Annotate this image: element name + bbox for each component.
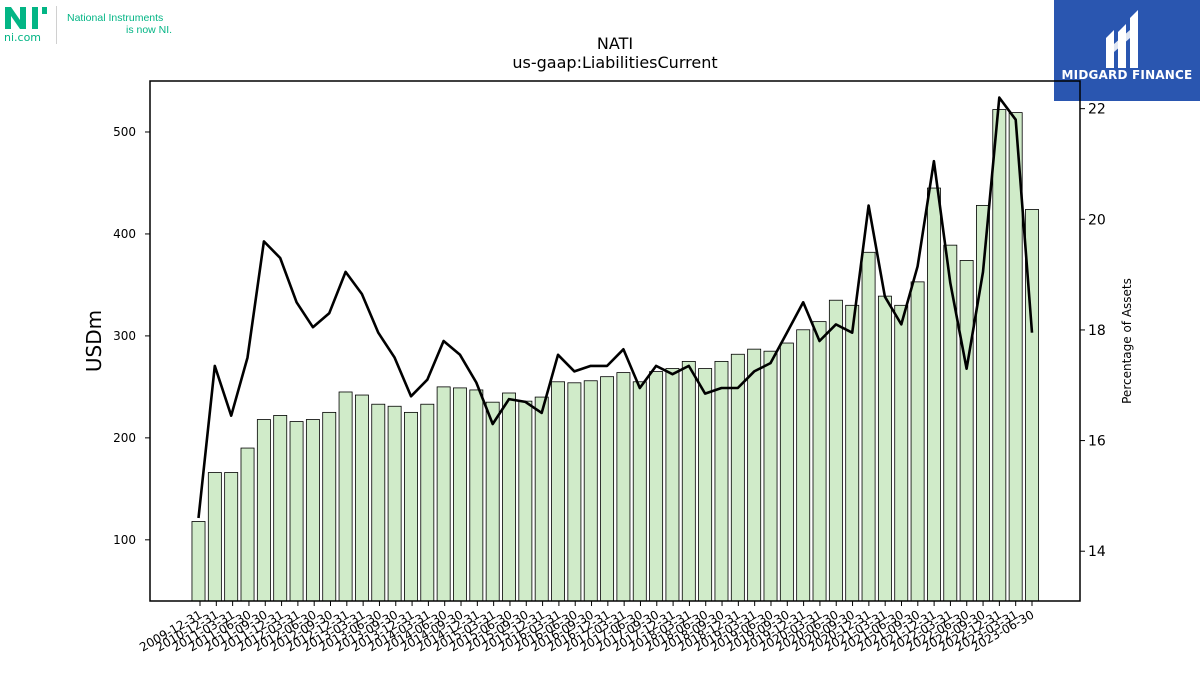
- bar: [436, 386, 451, 602]
- logo-divider: [56, 6, 57, 44]
- midgard-finance-logo[interactable]: MIDGARD FINANCE: [1054, 0, 1200, 101]
- bar: [371, 403, 386, 602]
- y-tick-label: 300: [113, 329, 136, 343]
- ni-logo[interactable]: ni.com National Instruments is now NI.: [4, 4, 194, 46]
- bar: [665, 368, 680, 602]
- y-axis-right-label: Percentage of Assets: [1120, 278, 1134, 404]
- ni-logo-text: ni.com: [4, 31, 42, 44]
- bar: [534, 396, 549, 602]
- y-axis-left: 100 200 300 400 500: [113, 125, 150, 547]
- bar: [551, 381, 565, 602]
- bar: [305, 419, 320, 602]
- midgard-finance-logo-text: MIDGARD FINANCE: [1061, 68, 1193, 82]
- plot-frame: [149, 80, 1081, 602]
- bar: [714, 360, 729, 602]
- bar: [600, 376, 615, 602]
- bar: [649, 371, 664, 602]
- bar: [518, 400, 533, 602]
- chart-title: NATI: [597, 34, 633, 53]
- bar: [191, 521, 206, 602]
- bar: [387, 405, 402, 602]
- y-right-tick-label: 20: [1088, 212, 1106, 228]
- bar: [567, 382, 582, 602]
- bar: [943, 244, 958, 602]
- y-right-tick-label: 22: [1088, 102, 1106, 118]
- bar: [616, 372, 631, 602]
- bar: [256, 419, 271, 602]
- y-right-tick-label: 18: [1088, 323, 1106, 339]
- bar: [224, 472, 239, 602]
- bar: [632, 381, 647, 602]
- x-axis: 2009-12-312010-12-312011-03-312011-06-30…: [137, 601, 1037, 654]
- midgard-finance-mark-icon: [1106, 10, 1138, 68]
- y-right-tick-label: 14: [1088, 544, 1106, 560]
- bar: [894, 304, 909, 602]
- bar: [861, 251, 876, 602]
- bar: [273, 415, 288, 602]
- ni-tagline-line2: is now NI.: [126, 24, 173, 36]
- bar: [485, 401, 500, 602]
- bar: [338, 391, 353, 602]
- bar: [747, 348, 762, 602]
- bar: [502, 392, 516, 602]
- line-series: [197, 96, 1034, 519]
- bar-series: [191, 109, 1039, 602]
- y-tick-label: 100: [113, 533, 136, 547]
- y-tick-label: 500: [113, 125, 136, 139]
- bar: [322, 411, 337, 602]
- bar: [927, 187, 941, 602]
- bar: [583, 380, 598, 602]
- bar: [453, 387, 467, 602]
- bar: [877, 295, 892, 602]
- bar: [289, 421, 304, 602]
- bar: [845, 304, 860, 602]
- bar: [910, 281, 925, 602]
- bar: [420, 403, 435, 602]
- bar: [959, 260, 974, 602]
- bar: [207, 472, 222, 602]
- y-tick-label: 400: [113, 227, 136, 241]
- y-axis-label: USDm: [82, 310, 106, 372]
- bar: [828, 299, 843, 602]
- bar: [354, 394, 369, 602]
- bar: [698, 368, 713, 602]
- bar: [992, 109, 1007, 602]
- bar: [730, 353, 745, 602]
- y-right-tick-label: 16: [1088, 434, 1106, 450]
- bar: [240, 447, 255, 602]
- ni-logo-mark-icon: [5, 7, 47, 29]
- y-tick-label: 200: [113, 431, 136, 445]
- percentage-line: [197, 96, 1034, 519]
- bar: [779, 342, 794, 602]
- bar: [469, 389, 484, 602]
- y-axis-right: 14 16 18 20 22: [1080, 102, 1106, 560]
- bar: [681, 360, 696, 602]
- bar: [763, 350, 778, 602]
- bar: [404, 411, 418, 602]
- bar: [796, 329, 811, 602]
- bar: [812, 321, 827, 602]
- ni-tagline-line1: National Instruments: [67, 12, 164, 24]
- chart-subtitle: us-gaap:LiabilitiesCurrent: [512, 53, 717, 72]
